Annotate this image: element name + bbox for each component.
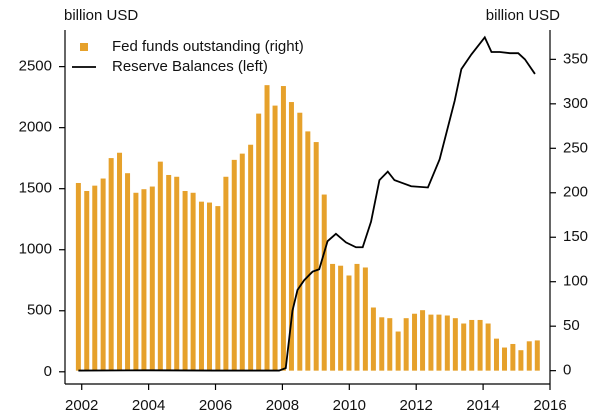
bar <box>330 263 336 371</box>
bar <box>379 317 385 371</box>
bar <box>313 142 319 371</box>
y2-tick-label: 350 <box>563 50 588 67</box>
bar <box>182 190 188 371</box>
bar <box>239 153 245 371</box>
y-tick-label: 2500 <box>19 58 52 75</box>
bar <box>370 307 376 371</box>
bar <box>387 318 393 371</box>
bar <box>206 202 212 371</box>
bar <box>518 350 524 371</box>
bar <box>174 176 180 371</box>
y2-tick-label: 250 <box>563 139 588 156</box>
y2-tick-label: 50 <box>563 317 580 334</box>
x-tick-label: 2014 <box>466 397 499 414</box>
y2-tick-label: 150 <box>563 228 588 245</box>
bar <box>198 201 204 371</box>
legend-label: Reserve Balances (left) <box>112 58 268 75</box>
y-axis-label: billion USD <box>64 7 138 24</box>
legend-label: Fed funds outstanding (right) <box>112 38 304 55</box>
bar <box>412 313 418 371</box>
bar <box>444 315 450 371</box>
y2-axis-label: billion USD <box>486 7 560 24</box>
bar <box>108 158 114 371</box>
bar <box>305 131 311 371</box>
x-tick-label: 2008 <box>266 397 299 414</box>
bar <box>190 192 196 371</box>
bar <box>264 85 270 371</box>
bar <box>526 341 532 371</box>
bar <box>428 314 434 371</box>
x-tick-label: 2016 <box>533 397 566 414</box>
bar <box>534 340 540 371</box>
bar <box>288 102 294 371</box>
bar <box>92 185 98 371</box>
x-tick-label: 2004 <box>132 397 165 414</box>
bar <box>436 314 442 371</box>
bar <box>403 318 409 371</box>
x-tick-label: 2010 <box>333 397 366 414</box>
y2-tick-label: 200 <box>563 184 588 201</box>
bar <box>395 331 401 371</box>
x-tick-label: 2002 <box>65 397 98 414</box>
y2-tick-label: 300 <box>563 95 588 112</box>
bar <box>256 113 262 371</box>
bar <box>117 152 123 371</box>
bar <box>510 343 516 371</box>
bar <box>297 112 303 371</box>
bar <box>125 173 131 371</box>
bar <box>215 206 221 371</box>
y-tick-label: 500 <box>27 302 52 319</box>
bar <box>420 310 426 371</box>
bar <box>223 176 229 371</box>
bar <box>493 338 499 371</box>
x-tick-label: 2006 <box>199 397 232 414</box>
bar <box>354 263 360 371</box>
bar <box>133 192 139 371</box>
bar <box>272 105 278 371</box>
y2-tick-label: 0 <box>563 362 571 379</box>
bar <box>362 267 368 371</box>
bar <box>346 275 352 371</box>
bar <box>75 182 81 371</box>
bar <box>149 186 155 371</box>
bar <box>166 174 172 371</box>
bar <box>100 178 106 371</box>
bar <box>502 347 508 371</box>
bar <box>338 265 344 371</box>
bar <box>452 318 458 371</box>
bar <box>321 194 327 371</box>
x-tick-label: 2012 <box>400 397 433 414</box>
y-tick-label: 0 <box>44 363 52 380</box>
bar <box>485 323 491 371</box>
bar <box>231 159 237 371</box>
bar <box>157 161 163 371</box>
y-tick-label: 1500 <box>19 180 52 197</box>
y-tick-label: 1000 <box>19 241 52 258</box>
bar <box>84 190 90 371</box>
line <box>78 35 536 372</box>
bar <box>248 144 254 371</box>
bar <box>280 86 286 371</box>
bar <box>461 323 467 371</box>
y2-tick-label: 100 <box>563 273 588 290</box>
bar <box>141 189 147 371</box>
legend-swatch <box>80 43 88 51</box>
y-tick-label: 2000 <box>19 119 52 136</box>
bar <box>477 319 483 371</box>
bar <box>469 319 475 371</box>
